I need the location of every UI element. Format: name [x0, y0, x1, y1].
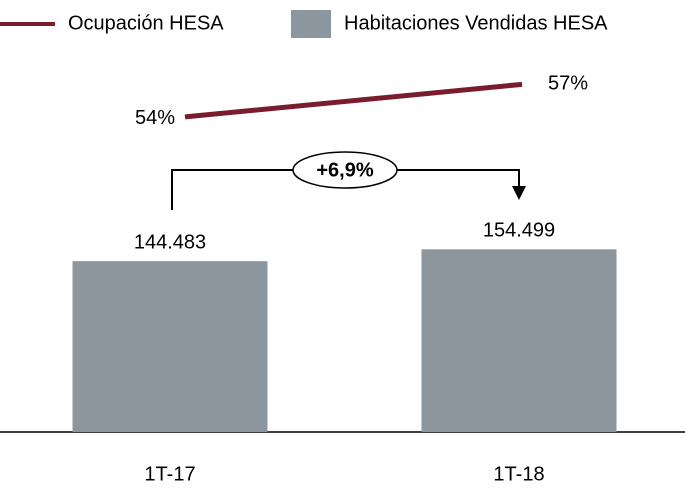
- x-tick-label: 1T-17: [144, 463, 195, 485]
- annotation: +6,9%: [316, 159, 373, 181]
- line: [184, 81, 523, 120]
- data-label: 154.499: [483, 220, 555, 242]
- legend-label: Ocupación HESA: [68, 12, 224, 34]
- data-label: 54%: [135, 107, 175, 129]
- data-label: 144.483: [134, 231, 206, 253]
- annotation-ellipse: [292, 151, 398, 189]
- arrow-head: [512, 186, 526, 200]
- x-tick-label: 1T-18: [493, 463, 544, 485]
- bar: [72, 261, 268, 432]
- data-label: 57%: [548, 73, 588, 95]
- legend-swatch: [291, 10, 331, 38]
- bar: [421, 249, 617, 432]
- legend-label: Habitaciones Vendidas HESA: [344, 12, 608, 34]
